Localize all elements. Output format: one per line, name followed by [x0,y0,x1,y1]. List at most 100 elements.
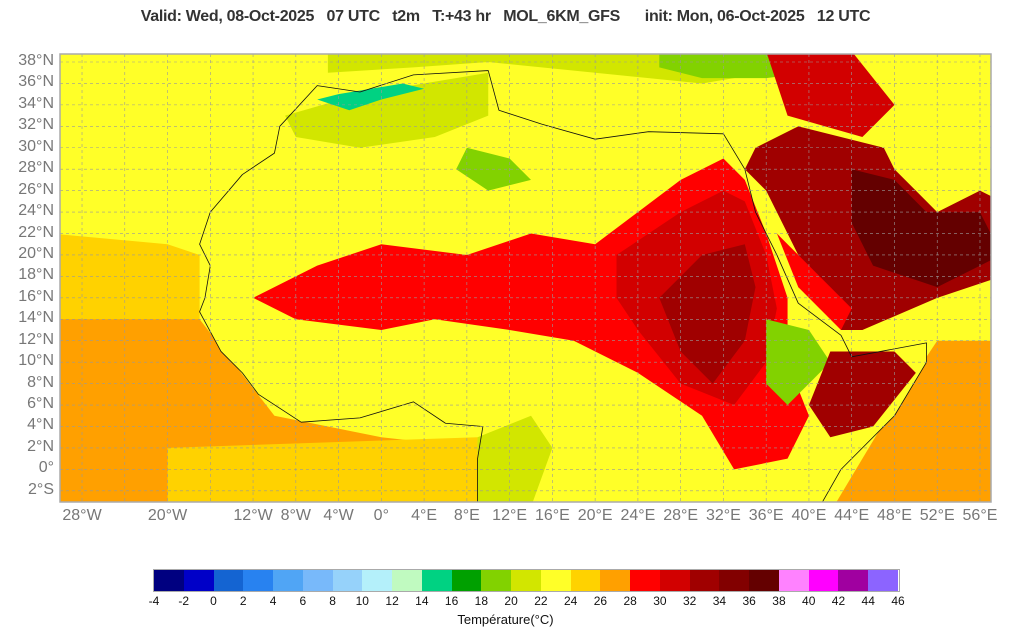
lat-tick-label: 32°N [18,116,54,134]
lat-tick-label: 4°N [27,416,54,434]
colorbar-swatch [749,570,780,591]
horn-field [808,351,916,438]
lat-tick-label: 30°N [18,137,54,155]
colorbar-swatch [808,570,839,591]
colorbar-swatch [332,570,363,591]
colorbar-title: Température(°C) [457,612,554,627]
lat-tick-label: 24°N [18,202,54,220]
lon-tick-label: 12°E [492,507,528,524]
colorbar-swatch [540,570,572,591]
colorbar-swatch [273,570,304,591]
lat-tick-label: 2°N [27,437,54,455]
atlas-field [285,72,489,148]
colorbar-swatch [868,570,899,591]
lon-tick-label: 28°W [62,507,102,524]
colorbar-swatch [421,570,453,591]
colorbar-label: 36 [742,594,756,608]
map-field [60,54,991,502]
colorbar-swatch [719,570,750,591]
colorbar-label: 46 [891,594,905,608]
lon-tick-label: 8°W [280,507,312,524]
colorbar-swatch [154,570,185,591]
colorbar-label: 44 [861,594,875,608]
gulf-guinea-field [167,437,478,502]
lat-tick-label: 6°N [27,395,54,413]
colorbar-label: 18 [474,594,489,608]
lon-tick-label: 8°E [453,507,480,524]
lat-tick-label: 28°N [18,159,54,177]
lat-tick-label: 10°N [18,352,54,370]
colorbar-swatch [183,570,214,591]
lon-tick-label: 12°W [233,507,273,524]
colorbar-label: 34 [712,594,727,608]
colorbar-swatch [511,570,542,591]
colorbar-label: 8 [329,594,336,608]
lon-tick-label: 32°E [705,507,741,524]
lat-tick-label: 14°N [18,309,54,327]
levant-field [767,54,895,138]
colorbar-swatch [302,570,334,591]
colorbar-swatch [689,570,720,591]
atlas-cool-field [317,83,425,111]
colorbar-label: 30 [653,594,667,608]
colorbar-label: 16 [444,594,459,608]
colorbar-label: 0 [210,594,217,608]
lon-tick-label: 4°W [323,507,354,524]
colorbar-swatch [392,570,423,591]
colorbar-label: 12 [385,594,399,608]
lat-tick-label: 0° [38,459,54,477]
lat-tick-label: 2°S [28,480,54,498]
colorbar-swatch [778,570,810,591]
lat-tick-label: 34°N [18,94,54,112]
lon-tick-label: 0° [373,507,389,524]
colorbar-label: 42 [831,594,846,608]
colorbar-swatch [481,570,512,591]
colorbar-swatch [451,570,482,591]
colorbar-swatch [570,570,601,591]
map-frame [59,53,992,503]
indian-ocean-field [836,340,991,502]
lat-tick-label: 38°N [18,52,54,69]
colorbar-label: 10 [355,594,369,608]
lat-tick-label: 20°N [18,244,54,262]
lat-tick-label: 8°N [27,373,54,391]
colorbar-label: 28 [623,594,637,608]
lon-tick-label: 24°E [620,507,656,524]
lon-tick-label: 44°E [834,507,870,524]
lat-tick-label: 18°N [18,266,54,284]
red-sea-coast-field [776,233,852,330]
colorbar-label: -2 [178,594,190,608]
colorbar-label: 20 [504,594,518,608]
colorbar-label: 24 [563,594,578,608]
colorbar-swatch [600,570,631,591]
arabia-core-field [851,169,991,288]
colorbar-label: 2 [239,594,247,608]
cameroon-field [477,415,553,502]
colorbar-label: 38 [772,594,786,608]
colorbar-frame [153,569,900,592]
lon-tick-label: 52°E [919,507,955,524]
lon-tick-label: 48°E [877,507,912,524]
lon-tick-label: 16°E [534,507,570,524]
colorbar-label: 14 [415,594,429,608]
colorbar-swatch [362,570,393,591]
lon-tick-label: 20°W [147,507,188,524]
lon-tick-label: 40°E [791,507,827,524]
colorbar-label: 4 [269,594,277,608]
colorbar-label: 40 [802,594,816,608]
lat-tick-label: 36°N [18,73,54,91]
colorbar-swatch [659,570,691,591]
colorbar-swatch [838,570,869,591]
lat-tick-label: 22°N [18,223,54,241]
lat-tick-label: 12°N [18,330,54,348]
sudan-core-field [659,244,756,384]
colorbar-label: 22 [534,594,548,608]
colorbar-label: -4 [148,594,160,608]
lon-tick-label: 36°E [748,507,784,524]
colorbar-swatch [213,570,244,591]
colorbar-label: 26 [593,594,608,608]
colorbar-swatch [630,570,661,591]
colorbar-label: 32 [682,594,697,608]
map-title: Valid: Wed, 08-Oct-2025 07 UTC t2m T:+43… [140,8,871,25]
